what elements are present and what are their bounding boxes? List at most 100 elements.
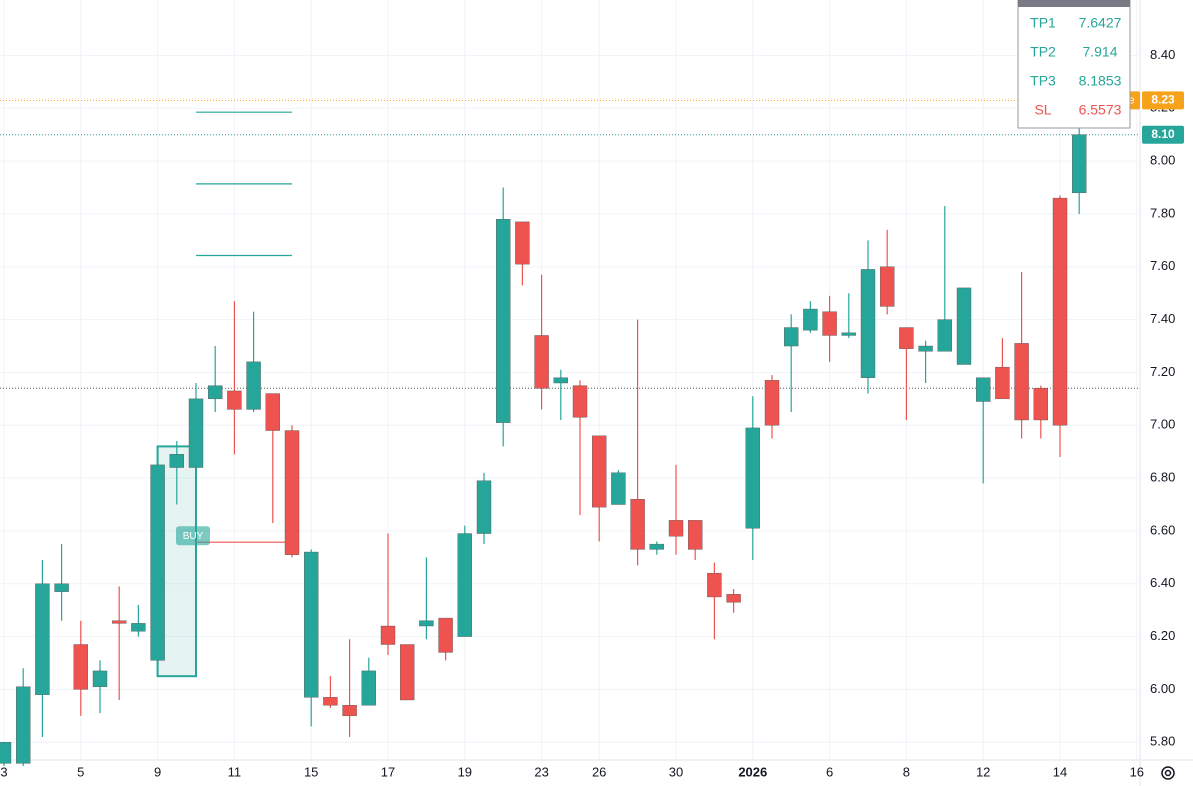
- candle-body: [726, 594, 741, 603]
- settings-icon[interactable]: [1161, 766, 1175, 780]
- candle-body: [35, 583, 50, 695]
- y-tick-label: 8.00: [1150, 153, 1175, 168]
- x-tick-label: 2026: [738, 764, 767, 779]
- candle-body: [1071, 134, 1087, 194]
- signal-badge: [176, 526, 210, 546]
- candle-body: [1052, 197, 1068, 426]
- candle-body: [111, 620, 127, 624]
- candle-body: [515, 221, 530, 265]
- candle-body: [976, 377, 991, 402]
- x-tick-label: 3: [0, 764, 7, 779]
- x-tick-label: 19: [458, 764, 472, 779]
- candle-body: [131, 623, 146, 632]
- candle-body: [54, 583, 69, 592]
- candle-body: [784, 327, 799, 347]
- candle-body: [1033, 388, 1049, 421]
- x-tick-label: 8: [903, 764, 910, 779]
- candle-body: [246, 361, 261, 410]
- target-table-header: [1018, 0, 1130, 7]
- y-tick-label: 7.20: [1150, 364, 1175, 379]
- candle-body: [688, 520, 703, 550]
- candle-body: [169, 454, 185, 468]
- y-tick-label: 7.00: [1150, 417, 1175, 432]
- price-tag: [1142, 91, 1184, 110]
- plot-area: [0, 0, 1140, 766]
- x-tick-label: 23: [534, 764, 548, 779]
- y-tick-label: 8.40: [1150, 47, 1175, 62]
- candle-body: [380, 625, 396, 645]
- candle-body: [457, 533, 472, 637]
- y-tick-label: 6.20: [1150, 628, 1175, 643]
- x-tick-label: 26: [592, 764, 606, 779]
- gear-hub[interactable]: [1164, 769, 1172, 777]
- candle-body: [342, 705, 357, 717]
- y-tick-label: 7.80: [1150, 205, 1175, 220]
- candle-body: [707, 572, 722, 598]
- candle-body: [361, 670, 376, 706]
- target-name: TP1: [1030, 15, 1056, 31]
- candle-body: [323, 697, 338, 706]
- candle-body: [534, 335, 549, 389]
- candle-body: [764, 380, 780, 426]
- target-value: 7.6427: [1079, 15, 1122, 31]
- candle-body: [304, 551, 319, 698]
- y-tick-label: 7.60: [1150, 258, 1175, 273]
- target-name: TP3: [1030, 73, 1056, 89]
- signal-label: BUY: [183, 531, 204, 542]
- price-tag-label: 8.23: [1151, 93, 1175, 107]
- target-name: TP2: [1030, 44, 1056, 60]
- candle-body: [630, 499, 645, 550]
- gear[interactable]: [1161, 766, 1175, 780]
- target-value: 7.914: [1082, 44, 1117, 60]
- price-tag-label: 8.10: [1151, 127, 1175, 141]
- x-tick-label: 17: [381, 764, 395, 779]
- y-tick-label: 6.00: [1150, 681, 1175, 696]
- candle-body: [284, 430, 300, 555]
- x-tick-label: 30: [669, 764, 683, 779]
- y-tick-label: 6.80: [1150, 470, 1175, 485]
- x-tick-label: 15: [304, 764, 318, 779]
- candle-body: [400, 644, 415, 701]
- candle-body: [1014, 343, 1029, 421]
- y-tick-label: 5.80: [1150, 734, 1175, 749]
- candle-body: [553, 377, 568, 384]
- x-tick-label: 6: [826, 764, 833, 779]
- x-tick-label: 16: [1130, 764, 1144, 779]
- x-tick-label: 5: [77, 764, 84, 779]
- target-value: 8.1853: [1079, 73, 1122, 89]
- candle-body: [841, 332, 856, 336]
- y-tick-label: 6.60: [1150, 522, 1175, 537]
- x-tick-label: 9: [154, 764, 161, 779]
- candle-body: [0, 742, 12, 764]
- candle-body: [745, 427, 760, 529]
- candle-body: [227, 390, 242, 410]
- x-tick-label: 14: [1053, 764, 1067, 779]
- candle-body: [899, 327, 914, 349]
- candle-body: [419, 620, 434, 627]
- target-value: 6.5573: [1079, 102, 1122, 118]
- candle-body: [476, 480, 492, 534]
- candle-body: [572, 385, 588, 418]
- candle-body: [188, 398, 204, 468]
- candle-body: [438, 617, 453, 653]
- candle-body: [207, 385, 223, 400]
- candle-body: [92, 670, 108, 687]
- candle-body: [73, 644, 89, 690]
- candle-body: [918, 345, 933, 352]
- price-tag: [1142, 125, 1184, 144]
- candle-body: [496, 219, 511, 423]
- candle-body: [880, 266, 895, 307]
- candle-body: [937, 319, 952, 352]
- candle-body: [611, 472, 626, 505]
- candle-body: [150, 464, 165, 661]
- candle-body: [860, 269, 876, 378]
- candle-body: [803, 308, 818, 331]
- candle-body: [649, 543, 664, 550]
- x-tick-label: 11: [228, 764, 242, 779]
- candle-body: [592, 435, 607, 508]
- candle-body: [822, 311, 837, 336]
- candle-body: [956, 287, 972, 365]
